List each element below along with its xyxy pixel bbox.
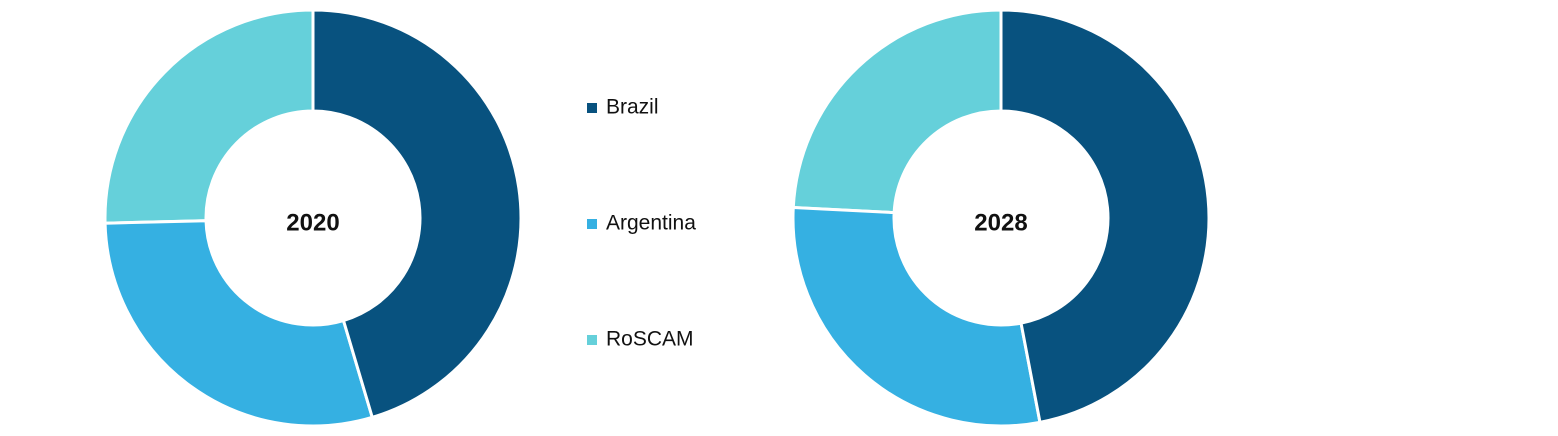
legend-label: Argentina	[606, 212, 696, 235]
chart-title: 2020	[286, 209, 339, 236]
legend-label: Brazil	[606, 96, 659, 119]
legend-swatch	[587, 103, 597, 113]
donut-segment	[103, 219, 375, 428]
donut-segment	[999, 8, 1211, 425]
chart-title: 2028	[974, 209, 1027, 236]
donut-segment	[791, 8, 1003, 215]
legend-swatch	[587, 335, 597, 345]
legend-label: RoSCAM	[606, 328, 694, 351]
donut-segment	[791, 205, 1042, 428]
donut-segment	[103, 8, 315, 225]
legend-swatch	[587, 219, 597, 229]
donut-segment	[311, 8, 523, 420]
